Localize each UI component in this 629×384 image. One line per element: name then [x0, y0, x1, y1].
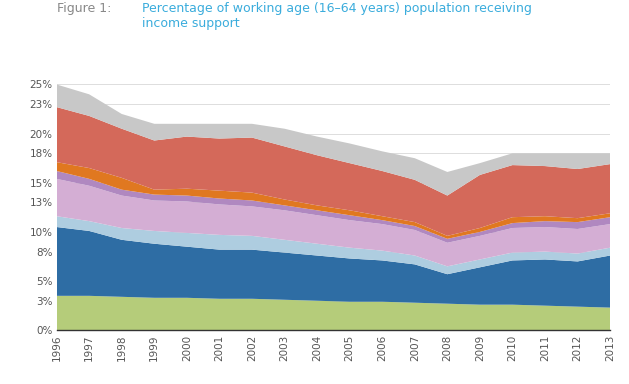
Text: Percentage of working age (16–64 years) population receiving
income support: Percentage of working age (16–64 years) … — [142, 2, 532, 30]
Text: Figure 1:: Figure 1: — [57, 2, 111, 15]
